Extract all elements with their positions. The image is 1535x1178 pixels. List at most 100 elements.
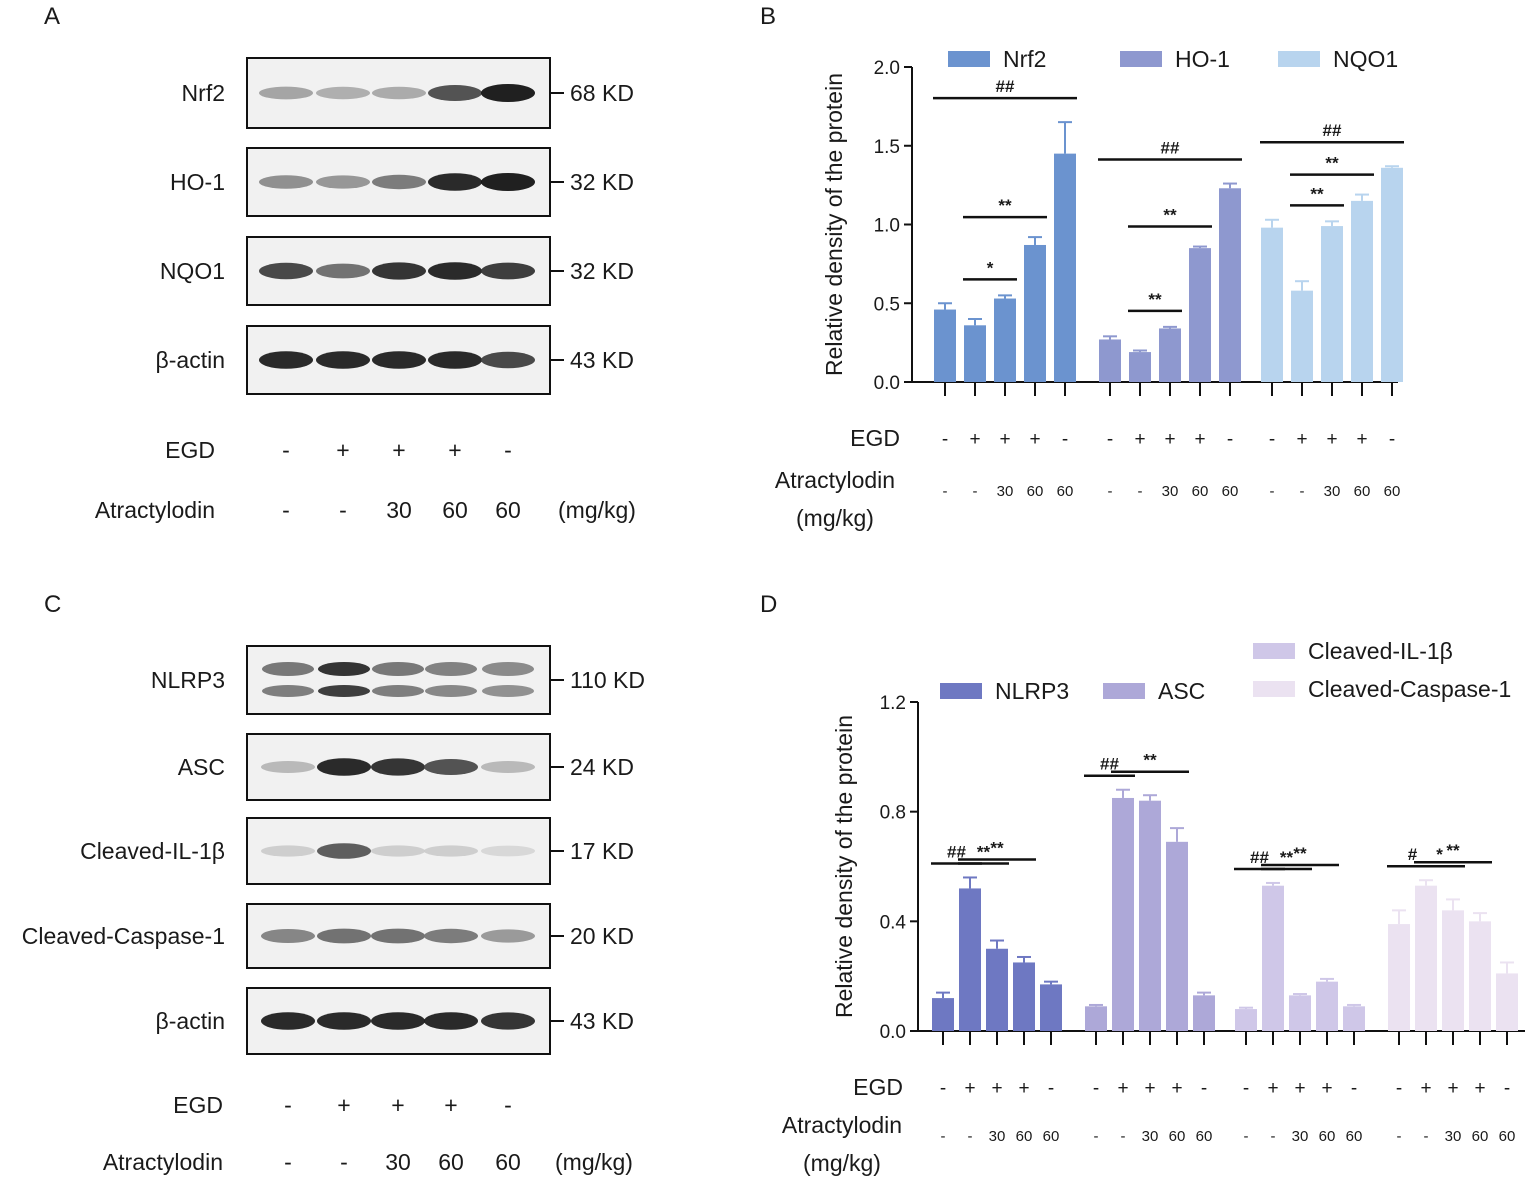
protein-band	[428, 262, 482, 280]
bar-nlrp3	[1013, 962, 1035, 1031]
dose-value: 60	[438, 1149, 464, 1175]
egd-sign: +	[1194, 429, 1205, 450]
dose-value: 30	[385, 1149, 411, 1175]
protein-band	[317, 1012, 371, 1030]
protein-band	[371, 1012, 425, 1030]
egd-sign: +	[1117, 1078, 1128, 1099]
legend-swatch	[940, 683, 982, 699]
bar-nqo1	[1291, 290, 1313, 382]
dose-value: -	[1424, 1128, 1429, 1145]
molecular-weight-label: 32 KD	[570, 258, 634, 284]
dose-value: 60	[495, 497, 521, 523]
egd-sign: +	[448, 437, 461, 463]
dose-value: 30	[1445, 1128, 1462, 1145]
protein-band	[428, 173, 482, 191]
egd-sign: -	[1107, 429, 1113, 450]
dose-value: 60	[1346, 1128, 1363, 1145]
protein-name: β-actin	[156, 347, 225, 373]
egd-sign: -	[1062, 429, 1068, 450]
protein-band	[482, 662, 534, 676]
dose-value: -	[1271, 1128, 1276, 1145]
egd-label: EGD	[165, 437, 215, 463]
y-axis-title: Relative density of the protein	[831, 715, 857, 1018]
protein-band	[481, 351, 535, 369]
protein-band	[372, 86, 426, 100]
protein-band	[262, 685, 314, 697]
egd-sign: -	[1048, 1078, 1054, 1099]
egd-sign: +	[1321, 1078, 1332, 1099]
egd-sign: -	[1243, 1078, 1249, 1099]
molecular-weight-label: 17 KD	[570, 838, 634, 864]
bar-cleaved-caspase-1	[1442, 910, 1464, 1031]
bar-asc	[1112, 797, 1134, 1031]
egd-sign: +	[1326, 429, 1337, 450]
dose-value: -	[1121, 1128, 1126, 1145]
bar-asc	[1085, 1006, 1107, 1031]
bar-nqo1	[1321, 226, 1343, 382]
significance-label: **	[1325, 154, 1339, 173]
legend-swatch	[1120, 51, 1162, 67]
protein-band	[371, 758, 425, 776]
bar-nlrp3	[932, 998, 954, 1031]
significance-label: ##	[1323, 121, 1342, 140]
dose-value: 30	[1324, 483, 1341, 500]
significance-label: **	[1143, 751, 1157, 770]
protein-band	[481, 929, 535, 943]
egd-sign: +	[1029, 429, 1040, 450]
bar-cleaved-il-1β	[1262, 885, 1284, 1031]
significance-label: *	[1436, 845, 1443, 864]
y-tick-label: 1.5	[874, 137, 900, 158]
protein-band	[317, 758, 371, 776]
dose-value: -	[943, 483, 948, 500]
egd-sign: +	[1171, 1078, 1182, 1099]
egd-sign: +	[1134, 429, 1145, 450]
egd-sign: +	[392, 437, 405, 463]
dose-value: -	[284, 1149, 292, 1175]
dose-value: 60	[1016, 1128, 1033, 1145]
egd-sign: +	[1018, 1078, 1029, 1099]
protein-name: Nrf2	[182, 80, 225, 106]
protein-band	[262, 662, 314, 676]
protein-band	[372, 262, 426, 280]
bar-asc	[1139, 800, 1161, 1031]
legend-swatch	[948, 51, 990, 67]
bar-ho-1	[1219, 188, 1241, 382]
legend-label: Nrf2	[1003, 46, 1046, 72]
legend-swatch	[1253, 643, 1295, 659]
egd-sign: +	[1164, 429, 1175, 450]
egd-sign: +	[1144, 1078, 1155, 1099]
panel-label-b: B	[760, 3, 776, 30]
y-tick-label: 0.0	[874, 373, 900, 394]
dose-value: -	[340, 1149, 348, 1175]
bar-nrf2	[1054, 153, 1076, 382]
significance-label: **	[977, 842, 991, 861]
dose-value: 60	[1499, 1128, 1516, 1145]
bar-asc	[1166, 841, 1188, 1031]
molecular-weight-label: 24 KD	[570, 754, 634, 780]
protein-name: NQO1	[160, 258, 225, 284]
bar-ho-1	[1129, 352, 1151, 382]
bar-nlrp3	[959, 888, 981, 1031]
legend-label: Cleaved-IL-1β	[1308, 638, 1453, 664]
panel-label-c: C	[44, 591, 61, 618]
significance-label: **	[1310, 184, 1324, 203]
significance-label: ##	[1161, 139, 1180, 158]
y-tick-label: 0.4	[880, 912, 907, 933]
protein-band	[259, 86, 313, 100]
y-axis-title: Relative density of the protein	[821, 73, 847, 376]
significance-label: **	[1446, 841, 1460, 860]
egd-sign: +	[969, 429, 980, 450]
protein-band	[481, 173, 535, 191]
dose-value: 60	[1354, 483, 1371, 500]
atractylodin-label: Atractylodin	[775, 467, 895, 493]
protein-band	[428, 85, 482, 101]
egd-sign: +	[991, 1078, 1002, 1099]
protein-band	[481, 845, 535, 857]
bar-cleaved-il-1β	[1343, 1006, 1365, 1031]
protein-band	[424, 845, 478, 857]
egd-sign: -	[1504, 1078, 1510, 1099]
dose-value: 60	[1043, 1128, 1060, 1145]
egd-sign: +	[1267, 1078, 1278, 1099]
dose-value: 60	[1196, 1128, 1213, 1145]
protein-name: HO-1	[170, 169, 225, 195]
